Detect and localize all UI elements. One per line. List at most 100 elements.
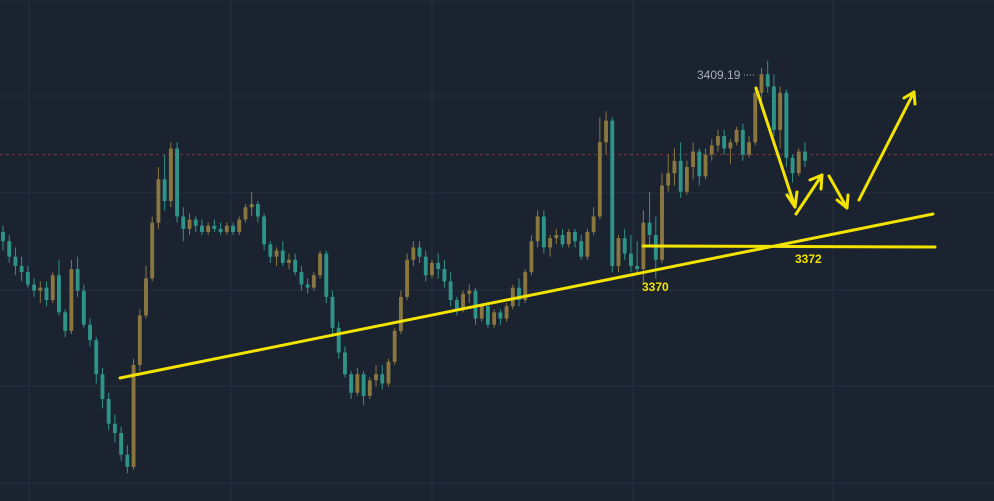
candle [635,241,640,276]
candle [336,321,341,359]
candle [529,235,534,276]
candle [591,207,596,236]
candle [69,259,74,334]
candle-body [448,281,453,300]
candle-body [100,374,105,399]
candle [361,371,366,406]
candle-body [554,235,559,239]
candle [703,148,708,180]
candle-body [125,454,130,467]
candle-body [193,219,198,226]
candle-body [262,216,267,245]
candle [560,228,565,248]
candle [498,309,503,325]
candle [38,281,43,304]
candle-body [367,380,372,396]
candle-body [803,151,807,161]
candle [803,142,807,167]
candle-body [728,142,733,149]
candle [386,358,391,387]
candle [604,111,608,155]
candle [790,154,795,183]
candle-body [436,262,441,270]
candle [504,303,509,322]
candle [150,216,155,282]
candle-body [492,312,497,325]
candle [206,222,211,236]
candle-body [13,256,18,266]
candle [492,309,497,328]
candle [784,89,789,167]
candle [131,358,136,471]
candle-body [112,423,117,433]
candle-body [237,219,242,232]
candle [218,222,223,236]
candle-body [280,250,285,263]
candle [349,371,354,399]
candle-body [585,231,590,257]
candle-body [771,86,776,130]
candle-body [510,287,515,307]
candle-body [796,151,801,174]
candle [765,60,770,93]
candle [392,327,397,365]
candle [753,86,758,146]
candle [262,213,267,251]
candle-body [293,259,298,273]
high-price-label: 3409.19 [697,68,741,82]
candle [311,272,316,291]
candle-body [697,151,702,177]
candle [125,445,130,474]
candle [423,250,428,282]
candle-body [765,74,770,87]
candle [585,228,590,260]
candle-body [635,265,640,270]
candle-body [1,231,5,242]
candle-body [678,160,683,192]
candle-body [287,259,291,263]
candle-body [672,160,677,174]
candle [684,160,689,195]
candle [1,225,5,251]
candle-body [131,364,136,467]
candle-body [175,148,180,217]
candle [454,296,459,316]
candle-body [336,327,341,353]
candle [200,219,204,236]
candle-body [442,269,447,282]
candle-body [162,179,167,202]
candle [343,346,347,378]
candle-body [703,154,708,177]
candle [168,142,173,208]
candle [88,318,92,347]
rising-trendline [118,212,935,380]
candle-body [517,287,521,300]
candle-body [243,207,248,220]
candle-body [57,275,61,313]
candle-body [486,306,490,325]
candle [374,364,378,387]
candle [13,247,18,276]
candle [678,142,683,198]
candle-body [535,216,540,242]
candle-body [268,244,273,257]
candle [541,210,546,254]
candle [187,213,192,236]
candle-body [579,241,584,257]
candle [622,228,627,260]
candle [405,253,410,300]
candle [411,241,416,266]
candle [324,250,329,304]
candle-body [548,238,553,248]
candle-body [75,269,80,291]
candle-body [573,231,577,242]
candle [299,265,304,291]
candle [255,201,260,223]
candle-body [349,374,354,393]
candle [81,284,86,328]
arrow-up-2 [857,90,917,202]
candle-body [330,296,335,328]
candle [628,235,633,273]
